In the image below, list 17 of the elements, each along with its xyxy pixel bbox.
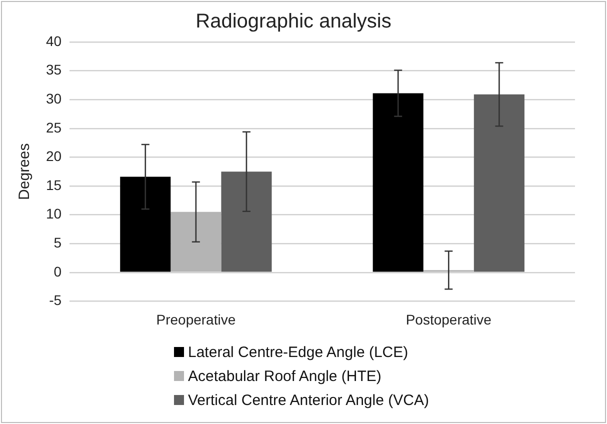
y-tick-label: 15	[46, 176, 62, 193]
y-tick-label: 10	[46, 206, 62, 222]
chart-title: Radiographic analysis	[196, 10, 392, 33]
legend-label: Acetabular Roof Angle (HTE)	[188, 368, 382, 384]
y-tick-label: 0	[54, 263, 62, 280]
y-tick-label: 40	[46, 32, 62, 49]
x-tick-label: Preoperative	[156, 311, 236, 328]
y-tick-label: 25	[46, 119, 62, 136]
legend-label: Lateral Centre-Edge Angle (LCE)	[188, 344, 408, 360]
y-tick-label: 20	[46, 148, 62, 164]
y-tick-label: 35	[46, 62, 62, 78]
y-tick-label: 30	[46, 90, 62, 106]
y-tick-label: 5	[54, 234, 62, 250]
y-axis-title: Degrees	[16, 143, 34, 200]
x-tick-label: Postoperative	[406, 311, 492, 328]
y-tick-label: -5	[49, 292, 62, 308]
legend-label: Vertical Centre Anterior Angle (VCA)	[188, 392, 429, 408]
